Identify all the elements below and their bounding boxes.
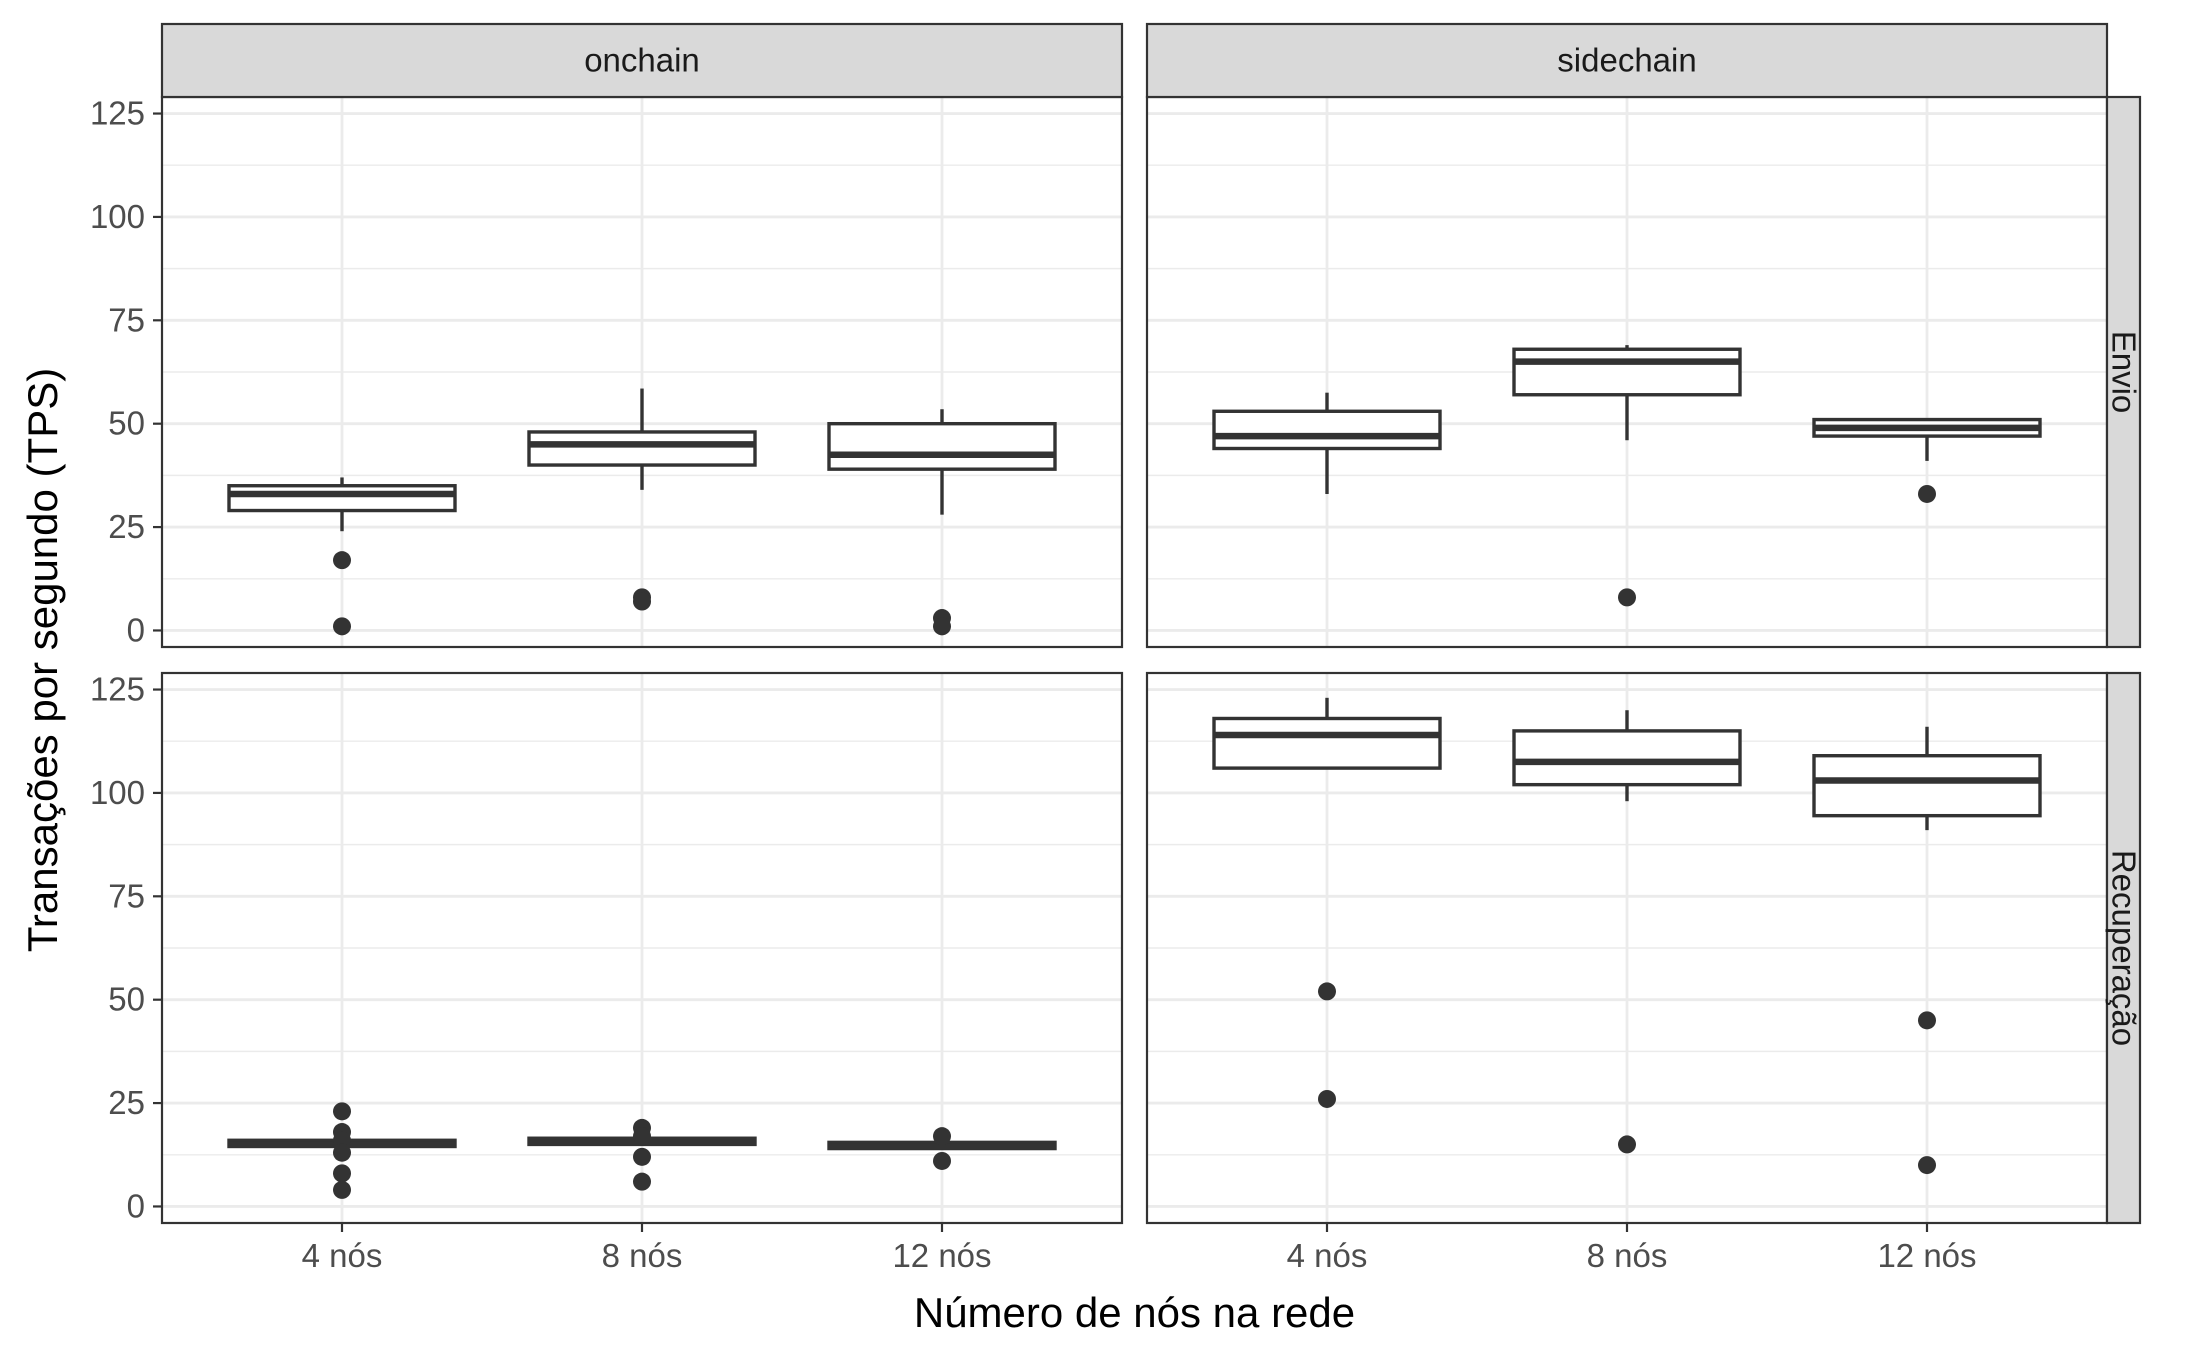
iqr-box (227, 484, 457, 513)
box-onchain-envio-1 (527, 388, 757, 611)
outlier-point (1618, 588, 1636, 607)
outlier-point (1318, 1089, 1336, 1108)
y-tick-label: 75 (108, 877, 145, 914)
y-tick-label: 100 (90, 774, 145, 811)
box-onchain-recuperacao-1 (527, 1118, 757, 1191)
y-axis-title: Transações por segundo (TPS) (19, 368, 66, 952)
y-tick-label: 125 (90, 95, 145, 132)
box-sidechain-recuperacao-1 (1512, 710, 1742, 1154)
y-tick-label: 25 (108, 508, 145, 545)
outlier-point (633, 592, 651, 611)
y-tick-label: 0 (127, 1187, 145, 1224)
x-tick-label: 8 nós (602, 1237, 683, 1274)
outlier-point (933, 1127, 951, 1146)
box-sidechain-recuperacao-0 (1212, 697, 1442, 1108)
outlier-point (333, 1102, 351, 1121)
outlier-point (1918, 1156, 1936, 1175)
x-tick-label: 4 nós (302, 1237, 383, 1274)
panel-onchain-envio (162, 97, 1122, 647)
outlier-point (1318, 982, 1336, 1001)
box-onchain-envio-0 (227, 477, 457, 636)
facet-label-sidechain: sidechain (1557, 42, 1696, 79)
outlier-point (933, 617, 951, 636)
facet-strip-onchain (160, 22, 1124, 99)
outlier-point (933, 1151, 951, 1170)
y-tick-label: 25 (108, 1084, 145, 1121)
box-onchain-recuperacao-2 (827, 1127, 1057, 1170)
outlier-point (633, 1127, 651, 1146)
outlier-point (333, 1143, 351, 1162)
facet-strip-sidechain (1145, 22, 2109, 99)
y-tick-label: 75 (108, 301, 145, 338)
box-onchain-envio-2 (827, 409, 1057, 636)
x-tick-label: 4 nós (1287, 1237, 1368, 1274)
iqr-box (527, 430, 757, 467)
facet-label-onchain: onchain (584, 42, 700, 79)
x-tick-label: 12 nós (892, 1237, 991, 1274)
facet-row-label-1: Recuperação (2106, 850, 2143, 1046)
outlier-point (633, 1147, 651, 1166)
facet-row-label-0: Envio (2106, 331, 2143, 414)
outlier-point (633, 1172, 651, 1191)
box-sidechain-envio-0 (1212, 392, 1442, 494)
outlier-point (333, 617, 351, 636)
outlier-point (333, 551, 351, 570)
outlier-point (333, 1131, 351, 1150)
box-onchain-recuperacao-0 (227, 1102, 457, 1199)
y-tick-label: 125 (90, 671, 145, 708)
iqr-box (1512, 347, 1742, 397)
box-sidechain-envio-2 (1812, 417, 2042, 503)
facet-strip-row-1 (2105, 671, 2142, 1225)
box-sidechain-recuperacao-2 (1812, 726, 2042, 1175)
x-axis-title: Número de nós na rede (914, 1289, 1355, 1336)
iqr-box (827, 421, 1057, 471)
outlier-point (1918, 1011, 1936, 1030)
y-tick-label: 0 (127, 611, 145, 648)
y-tick-label: 50 (108, 981, 145, 1018)
iqr-box (1212, 716, 1442, 770)
iqr-box (1812, 754, 2042, 818)
outlier-point (1918, 484, 1936, 503)
panel-sidechain-envio (1147, 97, 2107, 647)
outlier-point (333, 1180, 351, 1199)
x-tick-label: 12 nós (1877, 1237, 1976, 1274)
iqr-box (1512, 729, 1742, 787)
y-tick-label: 50 (108, 405, 145, 442)
box-sidechain-envio-1 (1512, 345, 1742, 607)
y-tick-label: 100 (90, 198, 145, 235)
outlier-point (1618, 1135, 1636, 1154)
iqr-box (1212, 409, 1442, 451)
x-tick-label: 8 nós (1587, 1237, 1668, 1274)
facet-strip-row-0 (2105, 95, 2142, 649)
outlier-point (333, 1164, 351, 1183)
